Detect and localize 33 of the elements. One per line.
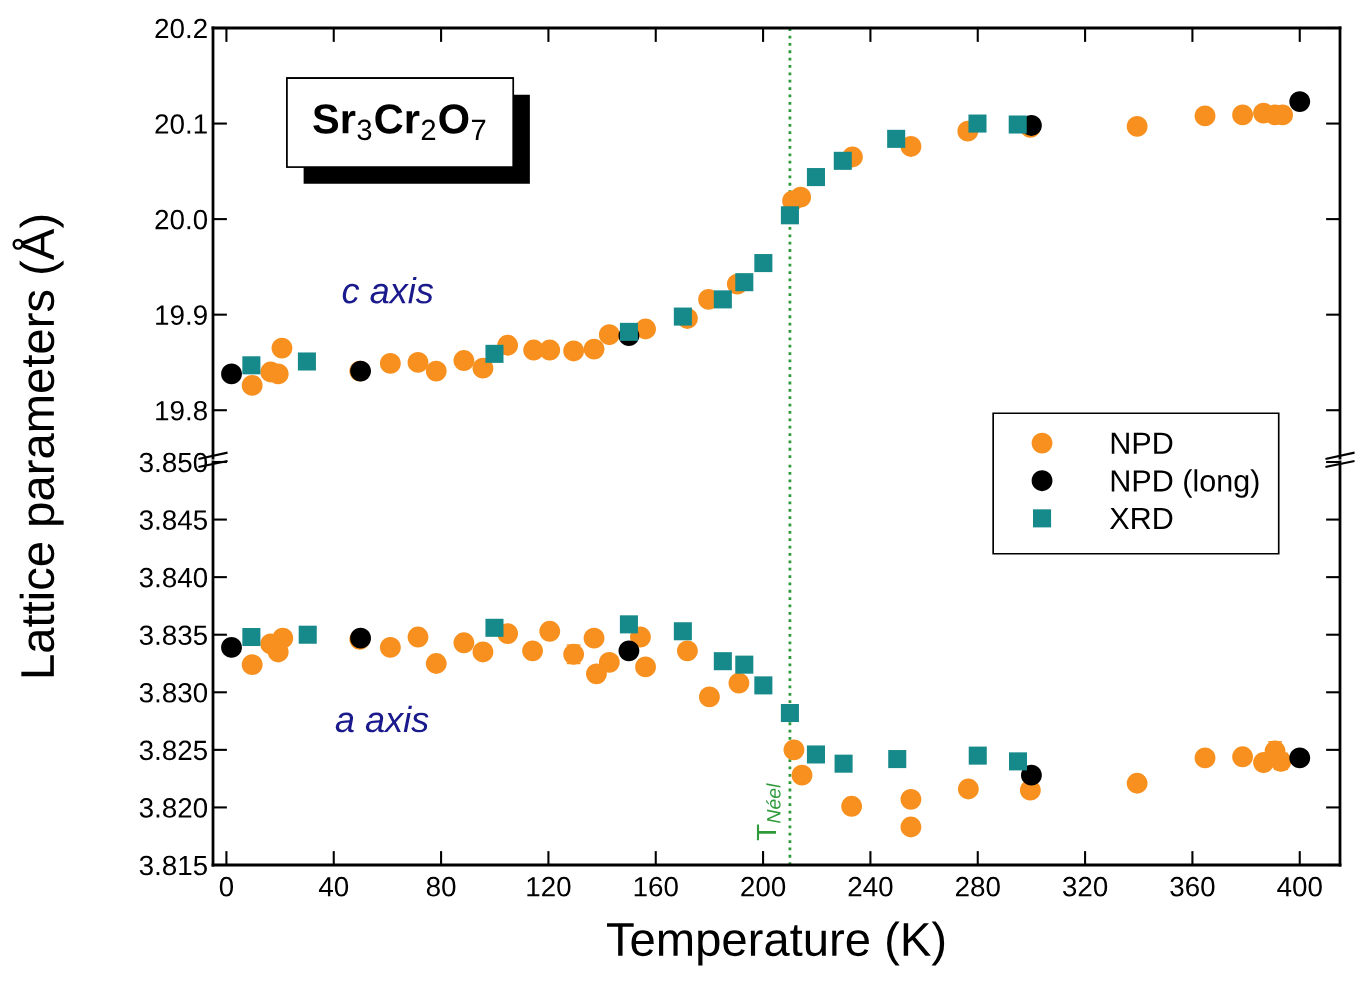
y-tick-label: 20.0 [155, 209, 208, 230]
x-tick-label: 200 [741, 876, 786, 897]
y-axis-title: Lattice parameters (Å) [12, 215, 64, 677]
x-tick-label: 120 [527, 876, 571, 897]
y-tick-label: 3.850 [139, 452, 208, 473]
y-tick-label: 19.8 [156, 400, 207, 421]
x-axis-title: Temperature (K) [607, 921, 945, 966]
y-tick-label: 19.9 [156, 305, 207, 326]
legend-label: NPD [1111, 432, 1173, 454]
y-tick-label: 3.825 [139, 740, 207, 761]
annotation: Sr$_{3}$Cr$_{2}$O$_{7}$ [313, 104, 486, 141]
y-tick-label: 20.2 [155, 18, 207, 39]
annotation: a axis [335, 705, 429, 733]
y-tick-label: 3.835 [139, 625, 207, 646]
x-tick-label: 320 [1062, 876, 1108, 897]
y-tick-label: 3.845 [139, 510, 207, 530]
legend-label: NPD (long) [1111, 469, 1259, 498]
x-tick-label: 40 [318, 876, 349, 897]
y-tick-label: 3.830 [139, 682, 208, 703]
x-tick-label: 160 [634, 876, 678, 897]
y-tick-label: 3.820 [139, 798, 208, 818]
x-tick-label: 360 [1170, 876, 1215, 897]
y-tick-label: 3.815 [139, 855, 207, 876]
x-tick-label: 80 [426, 876, 456, 897]
ref-line-label: T$_{Néel}$ [756, 783, 781, 841]
x-tick-label: 400 [1277, 876, 1322, 897]
x-tick-label: 280 [955, 876, 1000, 897]
legend-label: XRD [1109, 508, 1173, 530]
y-tick-label: 3.840 [139, 567, 208, 588]
annotation: c axis [342, 277, 434, 304]
y-tick-label: 20.1 [155, 114, 207, 134]
x-tick-label: 240 [848, 876, 893, 897]
x-tick-label: 0 [219, 876, 234, 897]
